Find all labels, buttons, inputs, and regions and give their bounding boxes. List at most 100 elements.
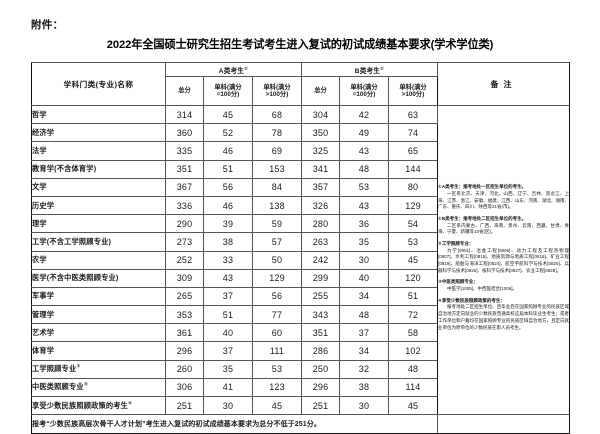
row-subject-label: 中医类照顾专业	[32, 382, 84, 392]
remark-heading: ④享受少数民族照顾政策的考生：	[438, 297, 505, 303]
row-subject-label: 享受少数民族照顾政策的考生	[32, 400, 129, 410]
row-subject-name: 哲学	[31, 104, 166, 125]
row-subject-name: 文学	[31, 177, 166, 197]
cell-b-total: 341	[301, 159, 341, 179]
cell-b-total: 296	[301, 377, 341, 398]
cell-a-gt100: 111	[251, 341, 303, 361]
cell-a-gt100: 57	[251, 232, 303, 252]
table-row: 哲学 314 45 68 304 42 63 ①A类考生：报考地处一区招生单位的考生。 一区系北…	[31, 104, 571, 416]
cell-a-gt100: 56	[251, 286, 303, 307]
table-row: 军事学 265 37 56 255 34 51	[31, 286, 570, 307]
row-subject-name: 艺术学	[31, 323, 166, 343]
cell-a-total: 296	[165, 341, 204, 361]
cell-a-total: 336	[165, 195, 204, 216]
header-a-single-eq100-line2: =100分)	[216, 91, 240, 98]
cell-a-gt100: 59	[251, 214, 303, 234]
header-a-single-eq100-line1: 单科(满分	[214, 83, 242, 91]
row-subject-label: 体育学	[32, 346, 55, 356]
row-subject-name: 历史学	[31, 195, 166, 216]
row-subject-name: 法学	[31, 141, 166, 161]
cell-b-total: 250	[301, 359, 341, 379]
cell-a-total: 314	[165, 104, 204, 125]
row-subject-label: 经济学	[32, 127, 55, 137]
cell-b-gt100: 53	[388, 232, 439, 252]
cell-b-total: 350	[301, 123, 341, 143]
cell-b-total: 304	[301, 104, 341, 125]
cell-a-total: 309	[165, 268, 204, 288]
cell-b-gt100: 54	[388, 214, 439, 234]
row-subject-label: 艺术学	[32, 327, 55, 337]
table-row: 教育学(不含体育学) 351 51 153 341 48 144	[31, 159, 570, 179]
cell-b-eq100: 32	[339, 359, 390, 379]
table-row: 理学 290 39 59 280 36 54	[31, 214, 570, 234]
cell-a-eq100: 41	[203, 377, 253, 398]
table-row: 工学(不含工学照顾专业) 273 38 57 263 35 53	[31, 232, 570, 252]
cell-a-eq100: 46	[203, 141, 253, 161]
row-subject-name: 中医类照顾专业③	[31, 377, 166, 398]
cell-a-total: 353	[165, 305, 204, 325]
page-title: 2022年全国硕士研究生招生考试考生进入复试的初试成绩基本要求(学术学位类)	[106, 39, 494, 51]
row-subject-name: 管理学	[31, 305, 166, 325]
cell-a-total: 260	[165, 359, 204, 379]
cell-b-eq100: 34	[339, 341, 390, 361]
cell-b-gt100: 63	[388, 104, 439, 125]
cell-a-gt100: 123	[251, 377, 303, 398]
header-b-single-eq100: 单科(满分 =100分)	[339, 76, 390, 106]
cell-a-eq100: 35	[203, 359, 253, 379]
cell-a-eq100: 38	[203, 232, 253, 252]
header-group-a-label: A类考生	[218, 67, 245, 75]
table-row: 享受少数民族照顾政策的考生④ 251 30 45 251 30 45	[31, 395, 570, 416]
table-row: 工学照顾专业② 260 35 53 250 32 48	[31, 359, 570, 379]
remark-heading: ①B类考生：报考地处二区招生单位的考生。	[438, 215, 527, 221]
cell-b-total: 280	[301, 214, 341, 234]
remark-block: ④享受少数民族照顾政策的考生： 报考地处二区招生单位、且毕业后在国家照顾专业的民族…	[438, 298, 569, 332]
cell-b-eq100: 34	[339, 286, 390, 307]
cell-b-total: 326	[301, 195, 341, 216]
cell-a-eq100: 39	[203, 214, 253, 234]
header-a-single-gt100-line1: 单科(满分	[263, 83, 291, 91]
cell-a-gt100: 53	[251, 359, 303, 379]
attachment-label: 附件：	[31, 19, 64, 31]
cell-b-gt100: 114	[388, 377, 439, 398]
cell-a-total: 306	[165, 377, 204, 398]
cell-b-gt100: 72	[388, 305, 439, 325]
cell-a-total: 351	[165, 159, 204, 179]
cell-a-gt100: 129	[251, 268, 303, 288]
cell-b-total: 286	[301, 341, 341, 361]
row-subject-name: 享受少数民族照顾政策的考生④	[31, 395, 166, 416]
cell-b-eq100: 48	[339, 159, 390, 179]
remark-body: 力学[0801]、冶金工程[0806]、动力工程及工程热物理[0807]、水利工…	[438, 247, 570, 274]
cell-a-total: 273	[165, 232, 204, 252]
row-footnote-marker: ③	[83, 382, 88, 388]
footnote-row: 报考“少数民族高层次骨干人才计划”考生进入复试的初试成绩基本要求为总分不低于25…	[30, 414, 571, 434]
cell-b-eq100: 43	[339, 141, 390, 161]
header-group-a: A类考生①	[164, 62, 303, 77]
row-subject-label: 文学	[32, 182, 47, 192]
row-subject-name: 体育学	[31, 341, 166, 361]
cell-b-eq100: 49	[339, 123, 390, 143]
cell-b-eq100: 40	[339, 268, 390, 288]
row-subject-label: 哲学	[32, 109, 47, 119]
remark-body: 报考地处二区招生单位、且毕业后在国家照顾专业的民族区域自治地方定向就业的少数民族…	[438, 304, 570, 330]
cell-b-gt100: 45	[388, 395, 439, 416]
row-subject-label: 工学(不含工学照顾专业)	[32, 236, 112, 246]
cell-b-gt100: 45	[388, 250, 439, 270]
row-subject-name: 农学	[31, 250, 166, 270]
cell-a-eq100: 40	[203, 323, 253, 343]
cell-b-total: 343	[301, 305, 341, 325]
cell-b-gt100: 48	[388, 359, 439, 379]
cell-b-total: 351	[301, 323, 341, 343]
cell-b-total: 251	[301, 395, 341, 416]
header-row-subcolumns: 总分 单科(满分 =100分) 单科(满分 >100分) 总分 单科(满分 =1…	[32, 76, 570, 106]
remark-column: ①A类考生：报考地处一区招生单位的考生。 一区系北京、天津、河北、山西、辽宁、吉林…	[437, 104, 571, 416]
row-subject-label: 医学(不含中医类照顾专业)	[32, 273, 119, 283]
header-a-single-gt100: 单科(满分 >100分)	[251, 76, 303, 106]
row-subject-label: 军事学	[32, 291, 55, 301]
header-row-groups: 学科门类(专业)名称 A类考生① B类考生① 备注	[31, 62, 571, 106]
cell-b-eq100: 48	[339, 305, 390, 325]
table-row: 艺术学 361 40 60 351 37 58	[31, 323, 570, 343]
cell-a-gt100: 78	[251, 123, 303, 143]
row-subject-name: 军事学	[31, 286, 166, 307]
cell-b-gt100: 120	[388, 268, 439, 288]
cell-a-eq100: 45	[203, 104, 253, 125]
